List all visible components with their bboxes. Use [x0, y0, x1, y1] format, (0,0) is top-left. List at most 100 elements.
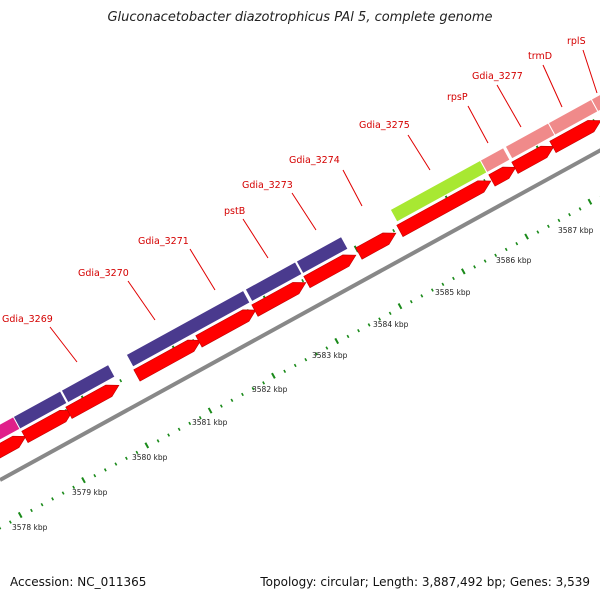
backbone-line [0, 148, 600, 482]
scale-tick [251, 386, 255, 391]
scale-tick [61, 491, 65, 495]
scale-tick [568, 212, 571, 217]
label-leader-line [342, 169, 363, 207]
gene-label: rpsP [447, 92, 468, 103]
scale-tick [262, 381, 266, 385]
scale-tick [177, 427, 181, 431]
cds-arrow [21, 410, 74, 444]
label-leader-line [467, 105, 489, 144]
scale-tick [125, 456, 128, 460]
scale-tick [367, 323, 371, 327]
genome-summary-text: Topology: circular; Length: 3,887,492 bp… [260, 575, 590, 589]
scale-tick [536, 230, 540, 234]
cds-arrow [303, 254, 357, 289]
gene-box [60, 363, 116, 404]
gene-label: Gdia_3274 [289, 155, 340, 166]
cds-arrow [549, 120, 600, 154]
scale-tick [230, 398, 234, 402]
map-title: Gluconacetobacter diazotrophicus PAl 5, … [107, 10, 493, 25]
scale-tick [346, 334, 350, 339]
outer-tick [301, 278, 305, 283]
scale-tick [156, 439, 160, 443]
gene-box [244, 261, 303, 303]
scale-tick [441, 282, 445, 286]
cds-track [0, 120, 600, 459]
gene-box [12, 390, 68, 430]
scale-tick [420, 294, 424, 298]
scale-tick-track [0, 196, 600, 530]
scale-tick [188, 421, 192, 426]
scale-label: 3579 kbp [72, 488, 108, 497]
label-leader-line [291, 192, 317, 231]
scale-tick [452, 276, 455, 281]
cds-arrow [488, 166, 517, 187]
cds-arrow [195, 309, 257, 348]
outer-tick [119, 378, 123, 383]
scale-tick [219, 404, 223, 408]
scale-tick [547, 224, 550, 228]
scale-tick [587, 198, 593, 205]
scale-tick [357, 328, 360, 333]
label-leader-line [407, 134, 431, 171]
scale-tick [378, 317, 382, 321]
scale-tick [198, 415, 202, 420]
scale-tick [334, 337, 340, 345]
gene-label: Gdia_3269 [2, 314, 53, 325]
scale-tick [167, 433, 171, 437]
scale-tick [314, 352, 318, 356]
scale-label: 3583 kbp [312, 351, 348, 360]
scale-tick [93, 473, 97, 478]
scale-tick [388, 311, 392, 315]
scale-tick [397, 303, 403, 310]
gene-label: Gdia_3271 [138, 236, 189, 247]
cds-arrow [65, 384, 120, 419]
scale-tick [578, 207, 582, 211]
gene-box [479, 146, 511, 174]
cds-arrow [251, 282, 307, 317]
gene-label: Gdia_3277 [472, 71, 523, 82]
scale-tick [283, 369, 287, 373]
scale-tick [515, 241, 519, 246]
cds-arrow [133, 339, 202, 382]
gene-label: Gdia_3270 [78, 268, 129, 279]
label-leader-line [189, 248, 216, 291]
scale-tick [114, 462, 118, 466]
scale-label: 3587 kbp [558, 226, 594, 235]
accession-text: Accession: NC_011365 [10, 575, 147, 589]
gene-box [125, 289, 251, 368]
cds-arrow [511, 145, 555, 174]
label-leader-line [49, 326, 78, 363]
cds-arrow [396, 180, 492, 238]
gene-label-layer: Gdia_3269 Gdia_3270 Gdia_3271 pstB Gdia_3273… [2, 36, 598, 363]
cds-arrow [0, 435, 27, 459]
scale-tick [430, 288, 434, 292]
scale-tick [0, 526, 2, 530]
scale-tick [524, 233, 529, 240]
scale-label: 3578 kbp [12, 523, 48, 532]
scale-tick [504, 247, 508, 252]
gene-label: rplS [567, 36, 586, 47]
scale-tick [241, 392, 244, 397]
gene-label: Gdia_3275 [359, 120, 410, 131]
scale-tick [207, 407, 213, 414]
gene-track [0, 93, 600, 441]
scale-tick [144, 442, 150, 449]
scale-label: 3585 kbp [435, 288, 471, 297]
label-leader-line [542, 64, 563, 108]
scale-tick [81, 477, 86, 484]
scale-tick [483, 259, 487, 263]
scale-tick [135, 450, 139, 455]
label-leader-line [242, 218, 269, 259]
scale-tick [473, 265, 477, 269]
scale-tick [51, 497, 55, 501]
scale-tick [304, 357, 308, 362]
scale-label: 3582 kbp [252, 385, 288, 394]
gene-box [590, 93, 600, 113]
scale-tick [103, 468, 107, 472]
gene-box [295, 235, 349, 275]
scale-label-layer: 3578 kbp 3579 kbp 3580 kbp 3581 kbp 3582 kbp… [12, 226, 594, 532]
scale-tick [494, 253, 498, 257]
label-leader-line [582, 49, 598, 94]
scale-label: 3580 kbp [132, 453, 168, 462]
